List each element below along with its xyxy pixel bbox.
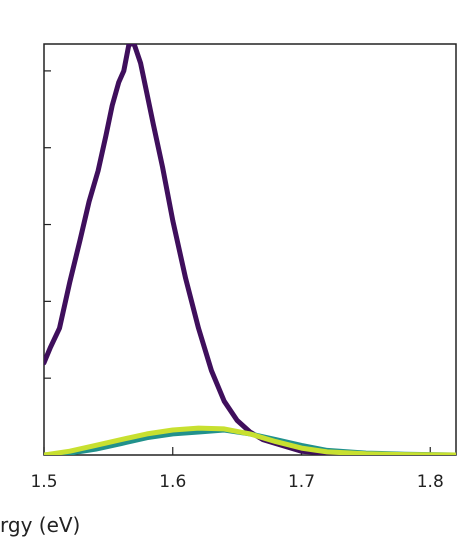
x-tick-label: 1.8 bbox=[417, 472, 444, 492]
x-axis-label: rgy (eV) bbox=[0, 513, 80, 537]
x-tick-label: 1.7 bbox=[288, 472, 315, 492]
y-tick-group bbox=[44, 70, 51, 379]
series-line-1 bbox=[44, 44, 456, 455]
series-line-3 bbox=[44, 425, 456, 455]
x-tick-label: 1.6 bbox=[159, 472, 186, 492]
x-tick-label: 1.5 bbox=[30, 472, 57, 492]
plot-frame bbox=[43, 43, 457, 456]
series-group bbox=[44, 44, 456, 455]
